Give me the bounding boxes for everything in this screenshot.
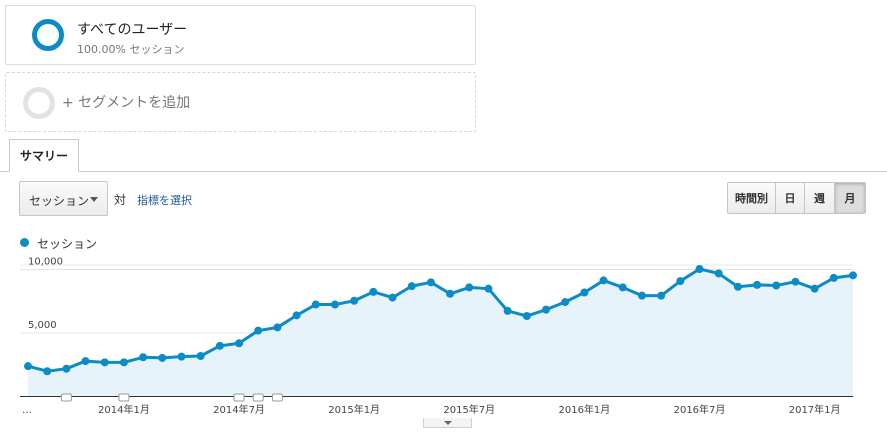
x-tick-label: 2016年1月 <box>558 403 610 416</box>
granularity-day-button[interactable]: 日 <box>776 183 805 213</box>
data-point <box>350 296 359 305</box>
y-tick-label: 10,000 <box>28 257 63 268</box>
metric-select[interactable]: セッション <box>19 181 108 216</box>
data-point <box>446 289 455 298</box>
x-tick-label: 2016年7月 <box>674 403 726 416</box>
data-point <box>522 311 531 320</box>
expand-down-icon <box>444 421 452 425</box>
data-point <box>62 364 71 373</box>
data-point <box>388 293 397 302</box>
data-point <box>849 271 857 280</box>
choose-metric-link[interactable]: 指標を選択 <box>137 194 192 207</box>
data-point <box>369 287 378 296</box>
versus-label: 対 <box>114 193 127 207</box>
data-point <box>235 339 244 348</box>
data-point <box>139 353 148 362</box>
granularity-toggle: 時間別 日 週 月 <box>727 182 866 214</box>
data-point <box>177 352 186 361</box>
data-point <box>330 300 339 309</box>
data-point <box>637 291 646 300</box>
annotation-marker-icon <box>60 393 72 402</box>
area-fill <box>28 269 853 396</box>
granularity-month-button[interactable]: 月 <box>835 183 865 213</box>
annotation-marker-icon <box>271 393 283 402</box>
data-point <box>81 357 90 366</box>
empty-segment-ring-icon <box>23 87 55 119</box>
data-point <box>714 269 723 278</box>
data-point <box>791 277 800 286</box>
segment-subtitle: 100.00% セッション <box>77 43 185 56</box>
y-tick-label: 5,000 <box>28 320 57 331</box>
data-point <box>676 277 685 286</box>
data-point <box>465 283 474 292</box>
annotation-marker-icon <box>233 393 245 402</box>
annotation-marker-icon <box>118 393 130 402</box>
add-segment-label: + セグメントを追加 <box>62 95 191 111</box>
annotation-marker-icon <box>252 393 264 402</box>
data-point <box>100 358 109 367</box>
data-point <box>561 298 570 307</box>
data-point <box>273 323 282 332</box>
tab-summary[interactable]: サマリー <box>9 139 79 172</box>
data-point <box>292 311 301 320</box>
data-point <box>695 265 704 273</box>
chevron-down-icon <box>90 197 98 202</box>
data-point <box>733 282 742 291</box>
data-point <box>426 278 435 287</box>
data-point <box>580 288 589 297</box>
x-tick-label: 2015年7月 <box>443 403 495 416</box>
data-point <box>311 300 320 309</box>
metric-select-value: セッション <box>29 194 90 208</box>
data-point <box>542 305 551 314</box>
data-point <box>599 276 608 285</box>
legend-label: セッション <box>37 237 98 251</box>
x-tick-label: 2014年1月 <box>98 403 150 416</box>
x-tick-label: 2015年1月 <box>328 403 380 416</box>
x-tick-label: 2014年7月 <box>213 403 265 416</box>
sessions-chart: 10,000 5,000 … 2014年1月 2014年7月 2015年1月 2015年7月… <box>20 257 857 416</box>
data-point <box>24 362 32 371</box>
data-point <box>196 351 205 360</box>
segment-title: すべてのユーザー <box>77 22 188 38</box>
data-point <box>484 284 493 293</box>
data-point <box>407 282 416 291</box>
x-tick-label: 2017年1月 <box>789 403 841 416</box>
data-point <box>753 280 762 289</box>
data-point <box>657 291 666 300</box>
data-point <box>158 353 167 362</box>
x-leading-label: … <box>22 405 32 416</box>
legend-dot-icon <box>20 238 29 247</box>
data-point <box>215 341 224 350</box>
chart-expand-handle[interactable] <box>423 418 472 428</box>
tab-bar-divider <box>0 171 887 172</box>
data-point <box>772 281 781 290</box>
data-point <box>119 358 128 367</box>
segment-ring-icon <box>32 19 64 51</box>
data-point <box>503 306 512 315</box>
add-segment-card[interactable]: + セグメントを追加 <box>5 72 476 132</box>
granularity-week-button[interactable]: 週 <box>805 183 835 213</box>
data-point <box>829 273 838 282</box>
data-point <box>43 367 52 376</box>
data-point <box>618 283 627 292</box>
data-point <box>810 284 819 293</box>
segment-card-all-users[interactable]: すべてのユーザー 100.00% セッション <box>5 5 476 65</box>
granularity-hourly-button[interactable]: 時間別 <box>728 183 776 213</box>
data-point <box>254 326 263 335</box>
